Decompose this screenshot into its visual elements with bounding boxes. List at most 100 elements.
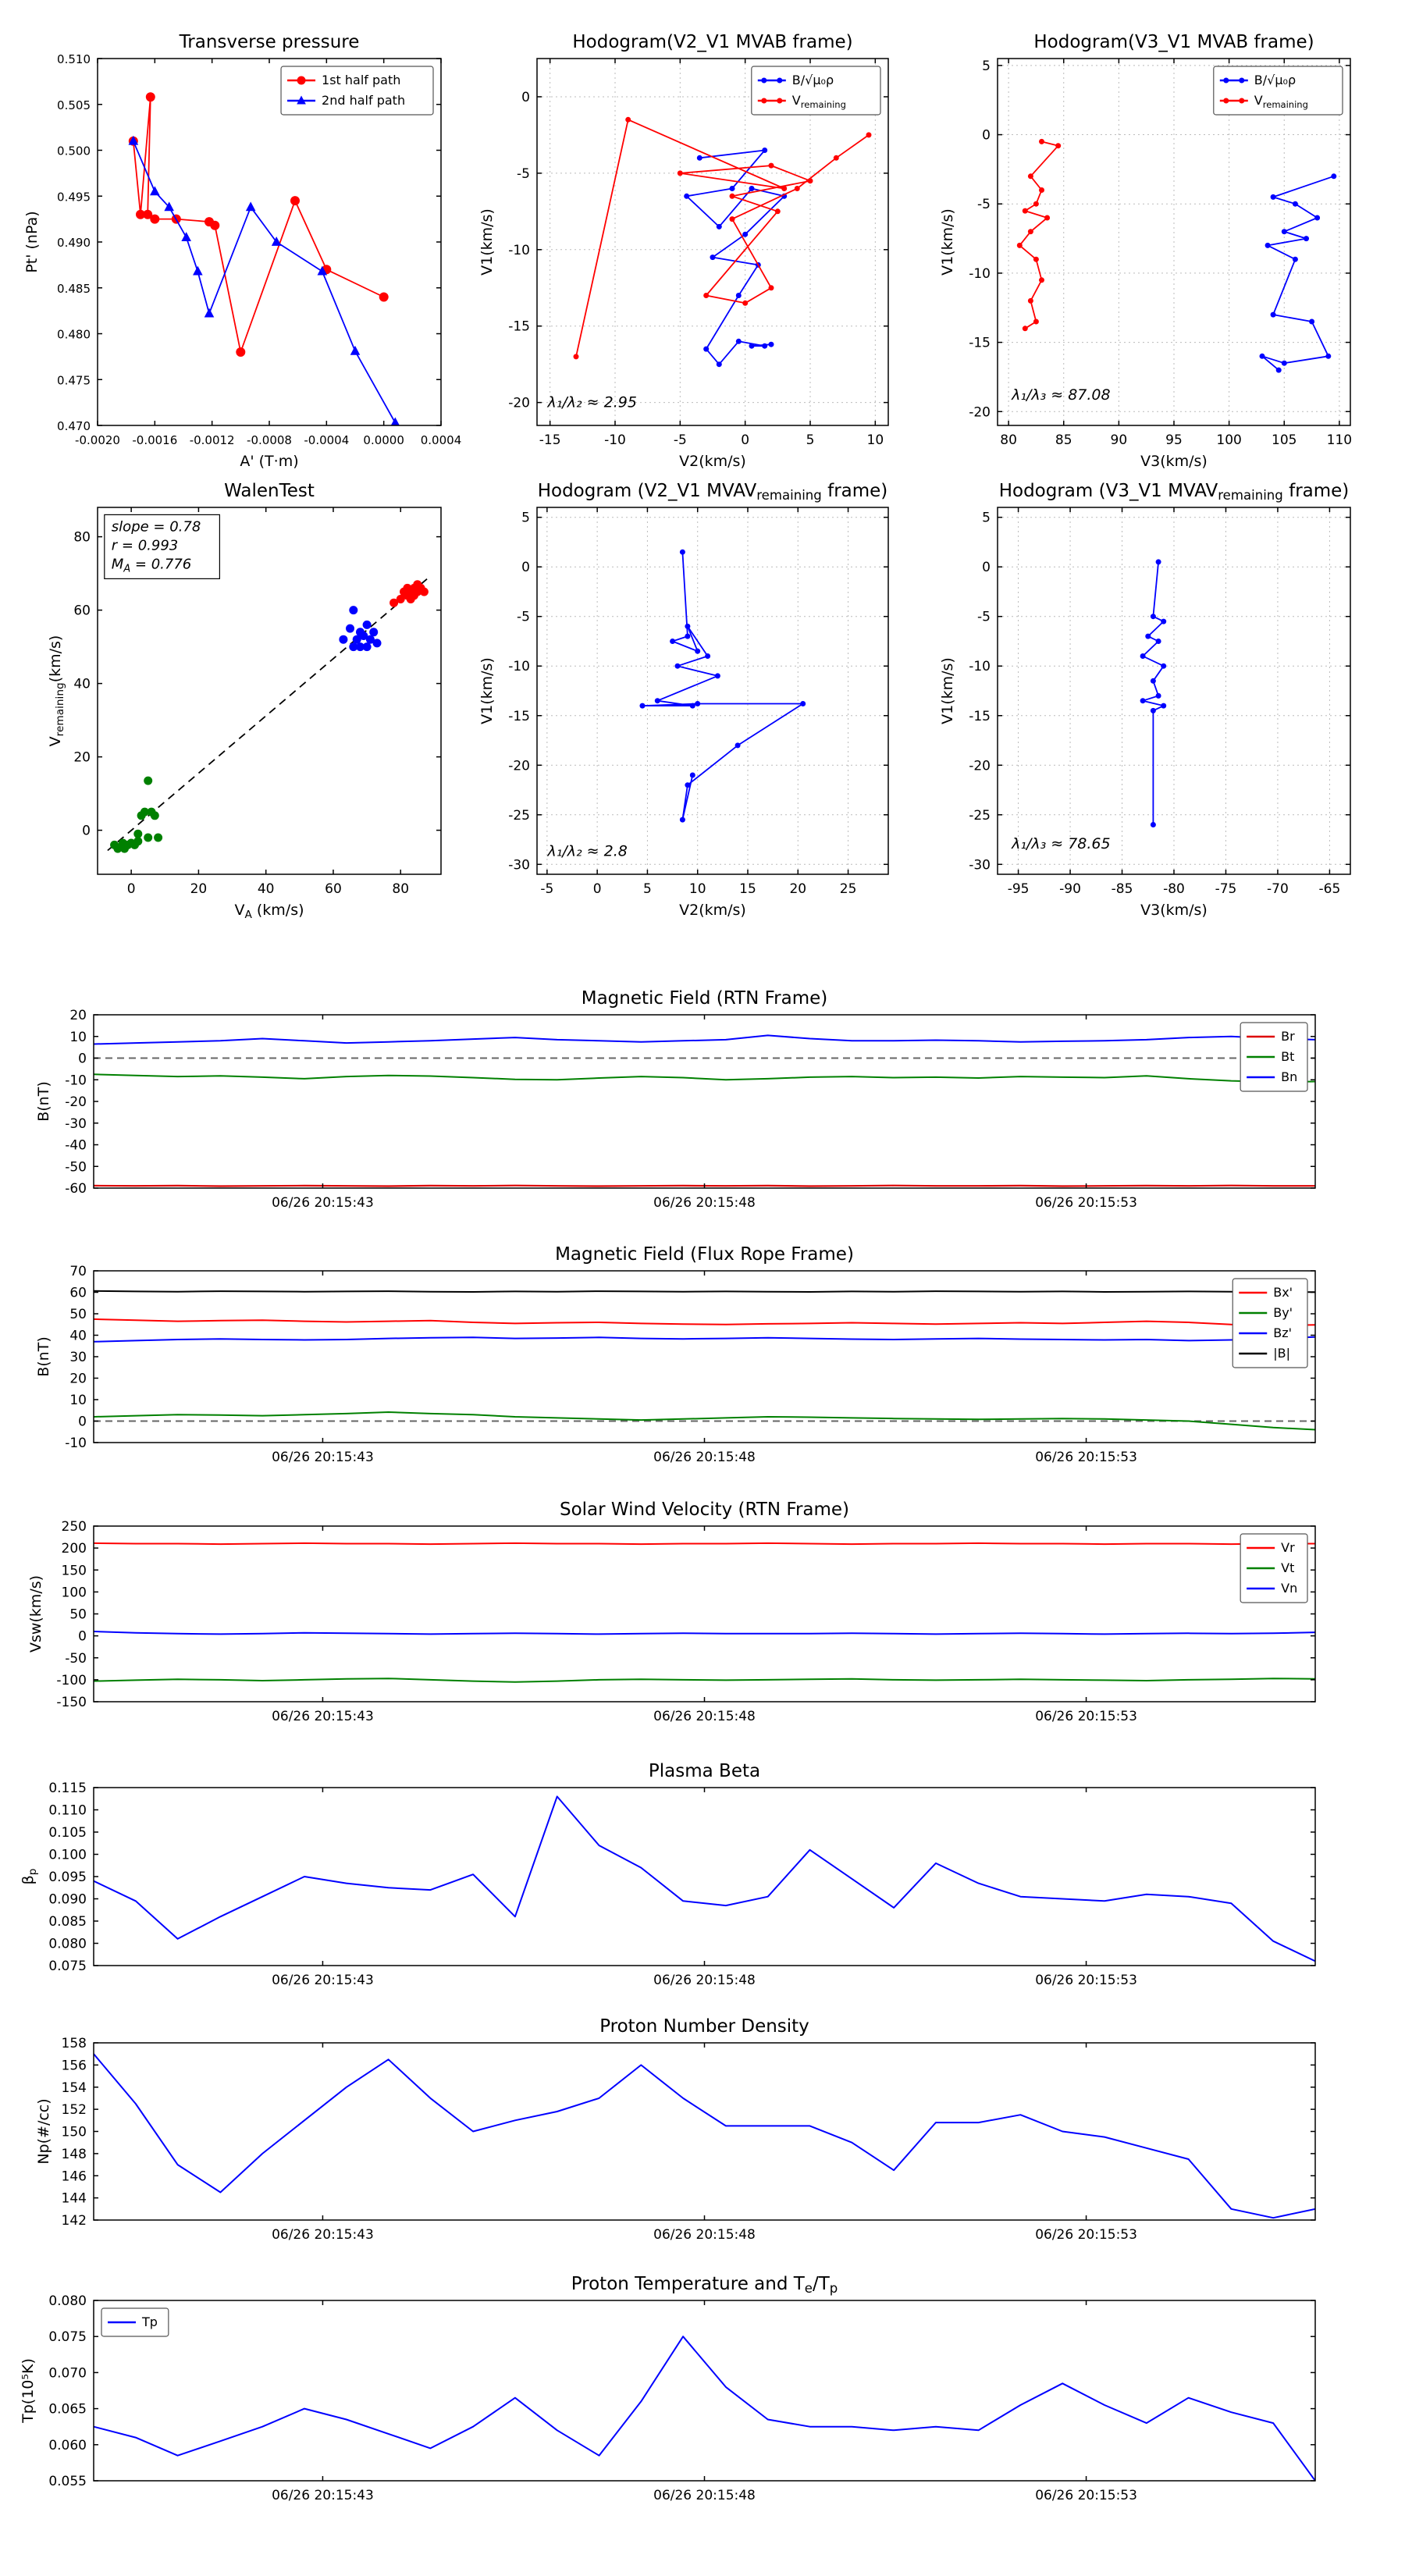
chart-walen-test: 0 20 40 60 80 0 20 40 60 80 WalenTest VA​ (km/s) Vre…	[47, 481, 442, 921]
y-tick-label: 0	[78, 1414, 87, 1430]
y-tick-label: -5	[517, 166, 530, 182]
marker-points-mid	[362, 620, 372, 629]
marker-2nd half path	[128, 135, 139, 145]
x-tick-label: 15	[739, 881, 756, 897]
marker-B-mvab	[1275, 367, 1282, 373]
x-tick-label: 5	[643, 881, 652, 897]
y-tick-label: -50	[65, 1651, 87, 1667]
y-tick-label: -10	[969, 266, 991, 282]
marker-B-mvav	[1155, 692, 1161, 699]
marker-Vremaining	[774, 208, 781, 215]
marker-B-mvav	[1140, 653, 1146, 659]
y-tick-label: 60	[73, 603, 91, 619]
legend-label: Bt	[1281, 1049, 1294, 1064]
y-tick-label: 152	[62, 2102, 87, 2118]
marker-2nd half path	[245, 201, 256, 212]
marker-points-mid	[356, 642, 365, 652]
stats-line: r = 0.993	[112, 537, 178, 553]
marker-B-mvab	[768, 341, 774, 347]
y-tick-label: 0.110	[48, 1803, 87, 1819]
legend-label: Vremaining​	[792, 93, 846, 110]
x-tick-label: 10	[867, 432, 884, 448]
marker-1st half path	[236, 347, 246, 357]
y-tick-label: -15	[508, 709, 530, 724]
marker-Vremaining	[794, 186, 800, 191]
y-tick-label: 0.055	[48, 2474, 87, 2489]
x-tick-label: 06/26 20:15:48	[653, 1973, 756, 1988]
marker-B-mvav	[689, 772, 695, 778]
x-tick-label: -0.0012	[190, 433, 235, 447]
y-tick-label: 0.090	[48, 1892, 87, 1908]
y-tick-label: -20	[508, 396, 530, 411]
x-tick-label: -70	[1267, 881, 1289, 897]
marker-B-mvab	[1270, 311, 1276, 318]
legend: Vr Vt Vn	[1240, 1533, 1308, 1603]
y-tick-label: 0.065	[48, 2402, 87, 2418]
y-tick-label: -60	[65, 1181, 87, 1197]
chart-title: Solar Wind Velocity (RTN Frame)	[560, 1500, 849, 1520]
marker-B-mvab	[1281, 360, 1287, 366]
marker-B-mvav	[714, 673, 720, 679]
y-tick-label: 158	[62, 2036, 87, 2051]
marker-points-low	[133, 837, 143, 846]
marker-points-low	[144, 776, 153, 785]
marker-1st half path	[210, 220, 220, 230]
marker-B-mvav	[679, 549, 685, 555]
marker-points-low	[140, 807, 149, 817]
marker-B-mvab	[1292, 256, 1298, 262]
marker-B-mvav	[670, 639, 676, 644]
marker-B-mvab	[742, 231, 749, 237]
marker-B-mvab	[684, 193, 690, 199]
y-tick-label: 0.470	[57, 419, 91, 433]
legend-label: Bx'	[1273, 1285, 1293, 1300]
y-tick-label: -30	[508, 857, 530, 873]
legend-label: Tp	[141, 2314, 158, 2329]
series-Bn	[94, 1034, 1315, 1045]
series-Tp	[94, 2336, 1315, 2481]
marker-2nd half path	[317, 265, 328, 276]
x-tick-label: 06/26 20:15:43	[272, 1450, 374, 1465]
y-tick-label: -20	[969, 758, 991, 774]
marker-B-mvav	[689, 703, 695, 709]
y-axis-label: Tp(10⁵K)	[20, 2358, 37, 2424]
legend-label: Bz'	[1273, 1325, 1292, 1340]
x-tick-label: 0	[741, 432, 749, 448]
chart-solar-wind-velocity-rtn: 06/26 20:15:43 06/26 20:15:48 06/26 20:15:…	[27, 1500, 1316, 1724]
marker-Vremaining	[1033, 318, 1039, 325]
axes-frame	[97, 507, 442, 875]
marker-points-mid	[349, 642, 358, 652]
marker-2nd half path	[390, 417, 400, 425]
y-tick-label: 0.500	[57, 144, 91, 158]
marker-Vremaining	[677, 170, 683, 176]
marker-Vremaining	[807, 178, 813, 184]
marker-B-mvab	[1304, 236, 1309, 242]
marker-2nd half path	[271, 237, 282, 246]
y-tick-label: 5	[982, 59, 991, 74]
y-tick-label: -40	[65, 1138, 87, 1154]
x-tick-label: 06/26 20:15:48	[653, 2227, 756, 2243]
marker-points-mid	[362, 642, 372, 652]
y-tick-label: -5	[977, 197, 991, 212]
marker-points-low	[144, 833, 153, 842]
y-axis-label: V1(km/s)	[939, 208, 956, 276]
marker-Vremaining	[573, 354, 579, 360]
series-Vremaining	[1019, 141, 1059, 329]
x-tick-label: 06/26 20:15:53	[1035, 1709, 1137, 1724]
legend-label: B/√μ₀ρ	[792, 73, 834, 87]
marker-2nd half path	[181, 232, 191, 242]
series-Bx-prime	[94, 1318, 1315, 1327]
marker-B-mvav	[685, 782, 691, 788]
y-tick-label: 0.485	[57, 282, 91, 296]
y-tick-label: 40	[73, 677, 91, 692]
y-tick-label: 10	[69, 1393, 87, 1408]
y-axis-label: Vsw(km/s)	[27, 1575, 44, 1653]
y-tick-label: 50	[69, 1607, 87, 1623]
series-Vn	[94, 1631, 1315, 1635]
legend: 1st half path 2nd half path	[280, 66, 434, 116]
y-tick-label: -30	[969, 857, 991, 873]
y-tick-label: 0.060	[48, 2438, 87, 2453]
x-tick-label: -0.0020	[75, 433, 120, 447]
marker-1st half path	[143, 209, 153, 219]
marker-B-mvav	[1140, 698, 1146, 704]
marker-B-mvab	[1325, 353, 1332, 359]
